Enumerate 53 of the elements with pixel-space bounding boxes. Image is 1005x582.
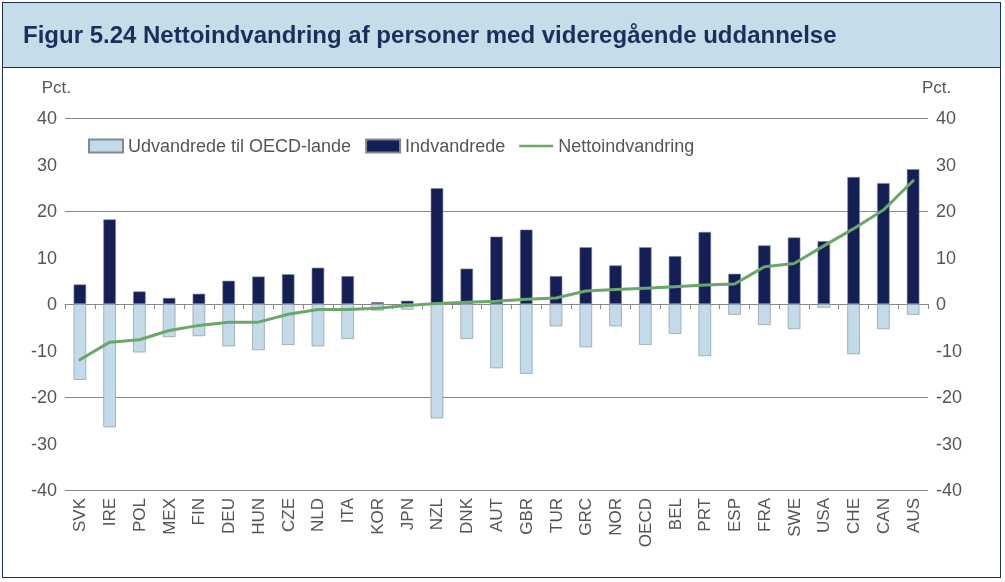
y2-tick-label: -30	[936, 433, 963, 454]
legend-label: Nettoindvandring	[558, 136, 695, 156]
x-tick-label: CAN	[873, 498, 893, 534]
x-tick-label: KOR	[367, 498, 387, 535]
y2-tick-label: 10	[936, 247, 957, 268]
x-tick-label: NZL	[427, 498, 447, 531]
y-tick-label: 40	[36, 108, 57, 128]
y2-tick-label: 0	[936, 294, 947, 314]
x-tick-label: FRA	[754, 497, 774, 532]
x-tick-label: POL	[129, 498, 149, 533]
y2-axis-title: Pct.	[922, 78, 952, 97]
x-tick-label: AUT	[487, 498, 506, 532]
x-tick-label: GBR	[516, 498, 536, 535]
x-tick-label: FIN	[189, 498, 209, 526]
x-tick-label: AUS	[903, 498, 923, 533]
x-tick-label: CHE	[844, 498, 864, 534]
y-axis-title: Pct.	[41, 78, 71, 97]
legend-label: Indvandrede	[405, 136, 506, 156]
x-tick-label: SVK	[70, 497, 90, 533]
y2-tick-label: 20	[936, 201, 957, 221]
y-tick-label: -10	[30, 340, 57, 361]
y2-tick-label: 40	[936, 108, 957, 128]
y2-tick-label: -10	[936, 340, 963, 361]
y2-tick-label: -40	[936, 480, 963, 500]
x-tick-label: GRC	[576, 498, 596, 536]
x-tick-label: DEU	[219, 498, 239, 534]
y-tick-label: -20	[30, 387, 57, 407]
chart-title: Figur 5.24 Nettoindvandring af personer med videregående uddannelse	[3, 3, 1000, 68]
x-tick-label: HUN	[248, 498, 268, 535]
y-tick-label: 20	[36, 201, 57, 221]
x-tick-label: NLD	[308, 498, 328, 533]
y-tick-label: 10	[36, 247, 57, 268]
y-tick-label: -30	[30, 433, 57, 454]
x-tick-label: SWE	[784, 498, 804, 537]
x-tick-label: CZE	[278, 498, 298, 532]
x-tick-label: BEL	[665, 498, 685, 531]
x-tick-label: DNK	[457, 497, 477, 534]
x-tick-label: OECD	[635, 498, 655, 548]
x-tick-label: TUR	[546, 498, 566, 533]
y-tick-label: -40	[30, 480, 57, 500]
x-tick-label: USA	[814, 497, 834, 533]
x-tick-label: PRT	[695, 498, 715, 532]
x-tick-label: JPN	[397, 498, 417, 531]
y-tick-label: 0	[46, 294, 57, 314]
y-tick-label: 30	[36, 154, 57, 175]
legend-label: Udvandrede til OECD-lande	[128, 136, 352, 156]
y2-tick-label: -20	[936, 387, 963, 407]
x-tick-label: IRE	[100, 498, 120, 527]
x-tick-label: NOR	[606, 498, 626, 536]
x-tick-label: ESP	[725, 498, 745, 533]
y2-tick-label: 30	[936, 154, 957, 175]
x-tick-label: ITA	[338, 497, 358, 524]
x-tick-label: MEX	[159, 498, 179, 535]
